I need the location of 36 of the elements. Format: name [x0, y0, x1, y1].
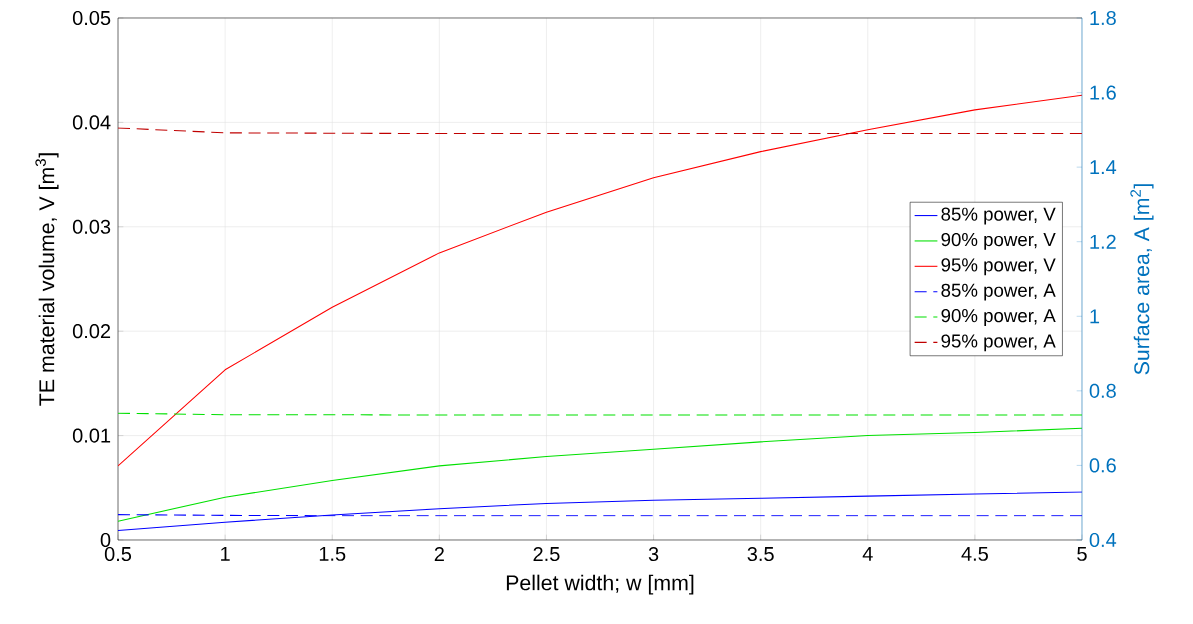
- y-tick-label: 0.01: [72, 428, 111, 443]
- x-tick-label: 4: [862, 546, 873, 561]
- legend-label: 85% power, V: [941, 207, 1056, 225]
- x-tick-label: 1.5: [319, 546, 346, 561]
- x-tick-label: 3.5: [747, 546, 774, 562]
- x-tick-label: 4.5: [961, 546, 988, 561]
- x-tick-label: 2: [434, 546, 444, 561]
- x-tick-label: 5: [1077, 546, 1087, 561]
- y-tick-label: 0.02: [72, 324, 111, 339]
- y-tick-label: 0.04: [72, 115, 111, 130]
- y2-tick-label: 0.4: [1089, 532, 1117, 548]
- y-tick-label: 0.05: [72, 10, 111, 26]
- y-axis-title: TE material volume, V [m$^{3}$]: [35, 153, 59, 406]
- x-tick-label: 0.5: [104, 546, 132, 562]
- y2-tick-label: 1.2: [1090, 234, 1116, 249]
- y2-tick-label: 0.8: [1089, 383, 1116, 398]
- y-tick-label: 0.03: [72, 219, 111, 234]
- legend-label: 90% power, V: [941, 232, 1056, 250]
- legend-label: 85% power, A: [941, 283, 1056, 301]
- y2-tick-label: 1.8: [1090, 10, 1116, 26]
- y2-tick-label: 0.6: [1089, 458, 1116, 473]
- y2-tick-label: 1: [1090, 309, 1100, 324]
- x-tick-label: 3: [648, 546, 659, 562]
- x-tick-label: 1: [221, 546, 230, 561]
- y2-tick-label: 1.6: [1090, 85, 1116, 100]
- legend-label: 95% power, V: [941, 258, 1056, 276]
- x-tick-label: 2.5: [533, 546, 560, 562]
- line-series: [118, 427, 1082, 522]
- y2-tick-label: 1.4: [1090, 160, 1117, 175]
- x-axis-title: Pellet width; w [mm]: [506, 574, 694, 595]
- line-series: [118, 491, 1082, 532]
- y2-axis-title: Surface area, A [m$^{2}$]: [1130, 184, 1154, 375]
- line-series: [118, 94, 1082, 467]
- legend-label: 90% power, A: [941, 309, 1056, 326]
- legend-label: 95% power, A: [941, 334, 1056, 352]
- y-tick-label: 0: [100, 532, 111, 548]
